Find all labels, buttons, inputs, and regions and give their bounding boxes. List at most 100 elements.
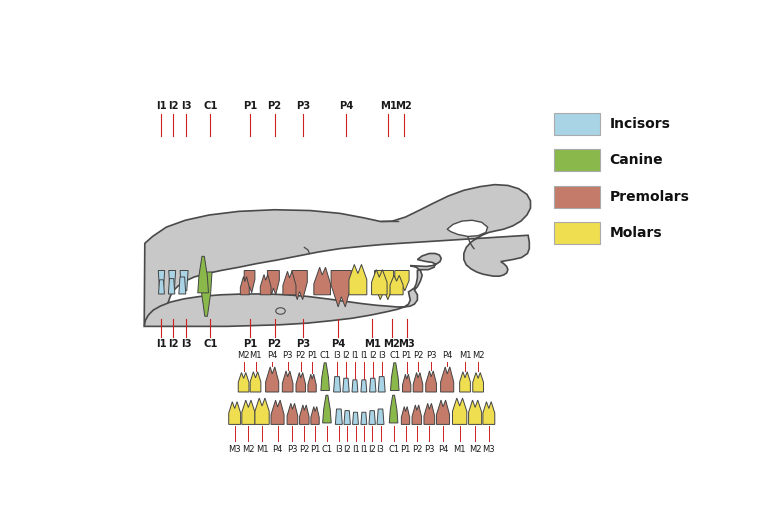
- Polygon shape: [483, 402, 495, 424]
- Polygon shape: [402, 374, 411, 392]
- Polygon shape: [344, 411, 350, 424]
- Polygon shape: [271, 400, 284, 424]
- Polygon shape: [296, 372, 306, 392]
- Text: M2: M2: [242, 444, 255, 453]
- Polygon shape: [468, 400, 482, 424]
- Text: P2: P2: [413, 351, 423, 360]
- Text: P2: P2: [299, 444, 310, 453]
- Text: P1: P1: [402, 351, 412, 360]
- Polygon shape: [229, 402, 240, 424]
- Text: P1: P1: [243, 339, 257, 349]
- Polygon shape: [389, 395, 398, 423]
- Text: M3: M3: [482, 444, 495, 453]
- Text: M1: M1: [453, 444, 466, 453]
- Text: I1: I1: [156, 101, 167, 111]
- Text: M3: M3: [399, 339, 415, 349]
- Polygon shape: [424, 403, 435, 424]
- Polygon shape: [425, 371, 436, 392]
- Text: I2: I2: [342, 351, 350, 360]
- Polygon shape: [323, 395, 331, 423]
- Text: I1: I1: [351, 351, 359, 360]
- Text: I1: I1: [360, 444, 368, 453]
- Text: I2: I2: [343, 444, 351, 453]
- Polygon shape: [314, 267, 330, 295]
- Polygon shape: [169, 270, 176, 288]
- Text: C1: C1: [319, 351, 331, 360]
- Text: P4: P4: [267, 351, 277, 360]
- Text: M1: M1: [379, 101, 397, 111]
- Text: P4: P4: [339, 101, 353, 111]
- Text: P3: P3: [296, 101, 310, 111]
- Text: I1: I1: [352, 444, 359, 453]
- Text: Canine: Canine: [610, 153, 664, 167]
- Polygon shape: [369, 411, 376, 424]
- Polygon shape: [255, 398, 270, 424]
- Polygon shape: [441, 367, 454, 392]
- Text: I2: I2: [369, 444, 376, 453]
- Text: M1: M1: [250, 351, 262, 360]
- Polygon shape: [343, 378, 349, 392]
- Polygon shape: [179, 277, 186, 294]
- Text: P1: P1: [307, 351, 317, 360]
- Polygon shape: [321, 363, 329, 390]
- Polygon shape: [260, 275, 271, 295]
- Polygon shape: [300, 405, 309, 424]
- Text: I1: I1: [360, 351, 368, 360]
- Polygon shape: [238, 372, 249, 392]
- Text: P2: P2: [296, 351, 306, 360]
- Text: I3: I3: [181, 101, 192, 111]
- Polygon shape: [378, 377, 386, 392]
- Polygon shape: [144, 254, 441, 326]
- Polygon shape: [250, 372, 261, 392]
- Text: C1: C1: [321, 444, 333, 453]
- Text: P4: P4: [331, 339, 346, 349]
- Polygon shape: [311, 407, 319, 424]
- Polygon shape: [292, 270, 307, 300]
- Polygon shape: [331, 270, 351, 307]
- Text: C1: C1: [203, 339, 217, 349]
- Text: I3: I3: [376, 444, 385, 453]
- Text: C1: C1: [388, 444, 399, 453]
- Polygon shape: [372, 270, 387, 295]
- Text: I2: I2: [369, 351, 376, 360]
- Text: P2: P2: [267, 339, 282, 349]
- Polygon shape: [395, 270, 409, 291]
- Text: Molars: Molars: [610, 226, 662, 240]
- Polygon shape: [240, 277, 250, 295]
- Polygon shape: [460, 372, 470, 392]
- Text: P4: P4: [273, 444, 283, 453]
- Text: I2: I2: [168, 339, 179, 349]
- Text: I3: I3: [335, 444, 343, 453]
- Polygon shape: [242, 400, 255, 424]
- Text: P3: P3: [424, 444, 435, 453]
- Polygon shape: [287, 403, 298, 424]
- Polygon shape: [333, 377, 340, 392]
- Polygon shape: [168, 279, 175, 294]
- Text: C1: C1: [203, 101, 217, 111]
- Polygon shape: [369, 378, 376, 392]
- Text: M2: M2: [396, 101, 412, 111]
- Polygon shape: [283, 271, 296, 295]
- Polygon shape: [447, 220, 488, 237]
- Text: P3: P3: [287, 444, 298, 453]
- Polygon shape: [402, 407, 409, 424]
- Text: M2: M2: [237, 351, 250, 360]
- Polygon shape: [452, 398, 467, 424]
- Text: P3: P3: [283, 351, 293, 360]
- FancyBboxPatch shape: [554, 186, 600, 208]
- Polygon shape: [413, 372, 422, 392]
- Text: I3: I3: [378, 351, 386, 360]
- Polygon shape: [158, 270, 164, 287]
- Text: P3: P3: [296, 339, 310, 349]
- Polygon shape: [244, 270, 255, 293]
- Text: I3: I3: [181, 339, 192, 349]
- Text: P2: P2: [267, 101, 282, 111]
- Polygon shape: [336, 409, 343, 424]
- Text: C1: C1: [389, 351, 400, 360]
- Text: Premolars: Premolars: [610, 190, 690, 204]
- Polygon shape: [180, 270, 188, 291]
- Text: P4: P4: [438, 444, 449, 453]
- FancyBboxPatch shape: [554, 222, 600, 244]
- Polygon shape: [390, 363, 399, 390]
- Text: Incisors: Incisors: [610, 117, 670, 131]
